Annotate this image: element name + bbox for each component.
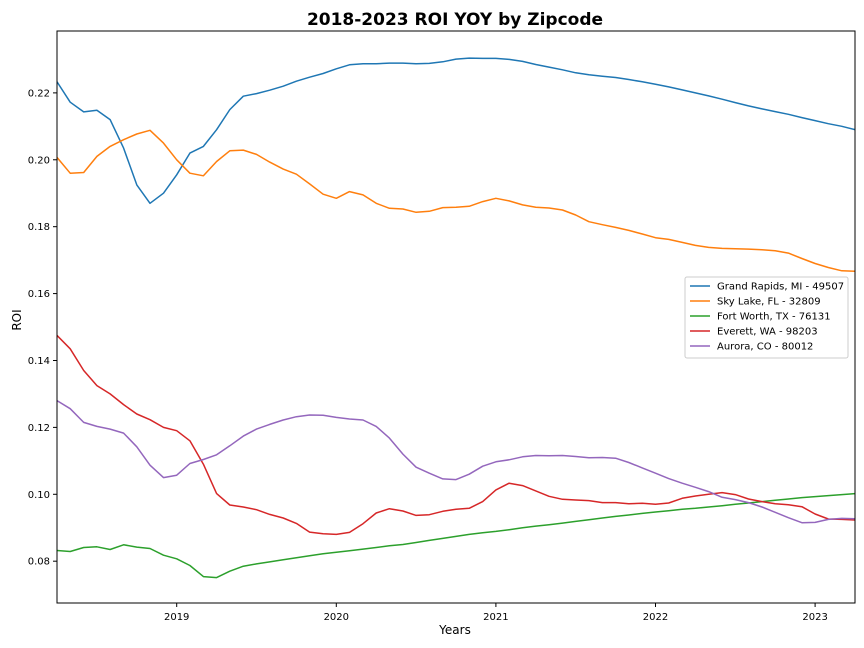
legend-label: Grand Rapids, MI - 49507 — [717, 282, 844, 293]
x-tick-label: 2022 — [643, 612, 668, 623]
x-tick-label: 2019 — [164, 612, 189, 623]
x-tick-label: 2021 — [483, 612, 508, 623]
x-tick-label: 2020 — [324, 612, 349, 623]
series-line-grand-rapids — [57, 57, 855, 205]
legend-label: Sky Lake, FL - 32809 — [717, 297, 821, 308]
legend-label: Fort Worth, TX - 76131 — [717, 312, 831, 323]
series-line-sky-lake — [57, 129, 855, 272]
chart-title: 2018-2023 ROI YOY by Zipcode — [307, 10, 603, 30]
y-axis-label: ROI — [10, 309, 24, 330]
y-tick-label: 0.10 — [28, 490, 50, 501]
plot-frame — [56, 30, 856, 604]
y-axis: 0.08 0.10 0.12 0.14 0.16 0.18 0.20 0.22 — [28, 88, 57, 568]
legend: Grand Rapids, MI - 49507 Sky Lake, FL - 3… — [684, 276, 849, 359]
x-axis-label: Years — [438, 623, 471, 637]
x-tick-label: 2023 — [802, 612, 827, 623]
legend-label: Aurora, CO - 80012 — [717, 342, 813, 353]
y-tick-label: 0.20 — [28, 155, 50, 166]
y-tick-label: 0.16 — [28, 289, 50, 300]
y-tick-label: 0.18 — [28, 222, 50, 233]
series-line-fort-worth — [57, 492, 855, 579]
y-tick-label: 0.14 — [28, 356, 50, 367]
x-axis: 2019 2020 2021 2022 2023 — [164, 603, 828, 623]
legend-label: Everett, WA - 98203 — [717, 327, 818, 338]
legend-box — [684, 276, 849, 359]
y-tick-label: 0.08 — [28, 557, 50, 568]
y-tick-label: 0.12 — [28, 423, 50, 434]
series-line-aurora — [57, 399, 855, 524]
series-line-everett — [57, 334, 855, 536]
y-tick-label: 0.22 — [28, 88, 50, 99]
series-layer — [57, 57, 855, 579]
